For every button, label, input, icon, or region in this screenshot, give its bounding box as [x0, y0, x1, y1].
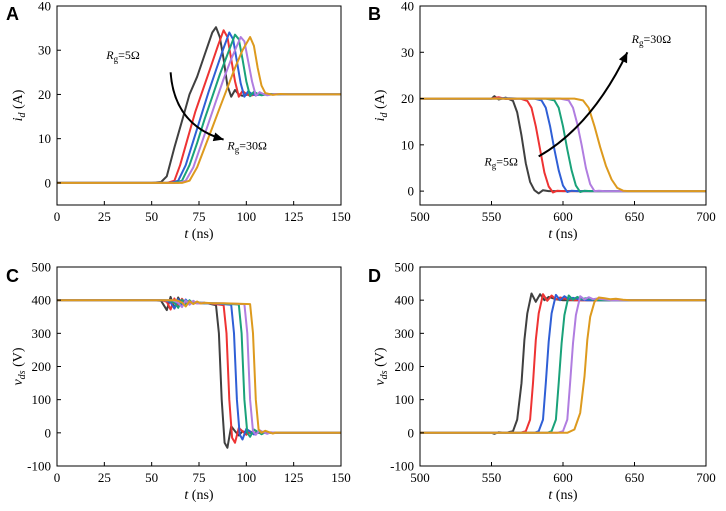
y-tick-label: 400 [32, 293, 52, 308]
x-tick-label: 50 [145, 209, 158, 224]
x-tick-label: 650 [625, 209, 645, 224]
annotation-arrow [538, 51, 629, 158]
panel-a: A 0 25 50 75 100 125 150 0 10 20 30 40 t (ns) id (A) Rg… [6, 0, 351, 242]
x-tick-label: 75 [193, 209, 206, 224]
series-line-2 [420, 96, 706, 194]
x-tick-label: 125 [284, 470, 304, 485]
x-tick-label: 50 [145, 470, 158, 485]
plot-frame [56, 5, 342, 206]
y-tick-label: 20 [38, 87, 51, 102]
series-line-1 [420, 95, 706, 195]
series-line-2 [420, 293, 706, 434]
annotation-arrowhead [618, 52, 628, 64]
x-tick-label: 100 [237, 470, 257, 485]
x-tick-label: 25 [98, 209, 111, 224]
y-axis-label: id (A) [373, 89, 390, 121]
panel-letter: B [368, 4, 381, 24]
series-line-5 [420, 295, 706, 434]
x-tick-label: 600 [553, 209, 573, 224]
x-tick-label: 100 [237, 209, 257, 224]
series-line-4 [57, 298, 341, 438]
series-line-6 [420, 296, 706, 434]
y-tick-label: 40 [38, 0, 51, 14]
series-line-3 [420, 293, 706, 434]
y-axis-label: vds (V) [11, 347, 28, 385]
series-group [57, 26, 341, 184]
y-tick-label: 200 [32, 359, 52, 374]
series-line-3 [420, 97, 706, 193]
annotation-arrowhead [212, 132, 224, 142]
x-tick-label: 550 [482, 470, 502, 485]
annotation-end-label: Rg=30Ω [631, 32, 672, 48]
y-tick-label: 0 [45, 175, 52, 190]
x-tick-label: 650 [625, 470, 645, 485]
panel-letter: C [6, 266, 19, 286]
y-axis-label: id (A) [11, 89, 28, 121]
y-tick-label: 20 [401, 91, 414, 106]
x-tick-label: 700 [696, 470, 716, 485]
y-tick-label: 30 [401, 45, 414, 60]
y-tick-label: 10 [401, 137, 414, 152]
x-tick-label: 0 [54, 470, 61, 485]
series-line-3 [57, 298, 341, 441]
series-line-4 [420, 97, 706, 193]
x-axis-label: t (ns) [184, 488, 214, 503]
series-line-6 [420, 97, 706, 193]
x-axis-label: t (ns) [548, 227, 578, 242]
x-tick-label: 700 [696, 209, 716, 224]
x-tick-label: 0 [54, 209, 61, 224]
panel-letter: A [6, 4, 19, 24]
y-tick-label: -100 [390, 459, 414, 474]
x-tick-label: 500 [410, 470, 430, 485]
y-axis-label: vds (V) [373, 347, 390, 385]
series-line-1 [420, 292, 706, 435]
x-axis-label: t (ns) [548, 488, 578, 503]
y-tick-label: 100 [32, 392, 52, 407]
panel-letter: D [368, 266, 381, 286]
series-line-6 [57, 36, 341, 184]
x-tick-label: 25 [98, 470, 111, 485]
series-line-2 [57, 297, 341, 444]
series-group [57, 295, 341, 449]
series-group [420, 95, 706, 195]
x-tick-label: 600 [553, 470, 573, 485]
series-line-5 [57, 299, 341, 436]
y-tick-label: 500 [395, 260, 415, 275]
y-tick-label: 300 [395, 326, 415, 341]
y-tick-label: 500 [32, 260, 52, 275]
series-line-1 [57, 26, 341, 184]
annotation-start-label: Rg=5Ω [105, 48, 140, 64]
series-line-6 [57, 299, 341, 435]
series-line-4 [420, 294, 706, 434]
x-axis-label: t (ns) [184, 227, 214, 242]
y-tick-label: 0 [408, 184, 415, 199]
panel-d: D 500 550 600 650 700 -100 0 100 200 300 400 500 t (n… [368, 260, 716, 504]
annotation-start-label: Rg=5Ω [483, 155, 518, 171]
annotation-end-label: Rg=30Ω [226, 139, 267, 155]
x-tick-label: 150 [331, 209, 351, 224]
y-tick-label: 400 [395, 293, 415, 308]
y-tick-label: -100 [27, 459, 51, 474]
y-tick-label: 0 [45, 425, 52, 440]
y-tick-label: 200 [395, 359, 415, 374]
x-tick-label: 125 [284, 209, 304, 224]
y-tick-label: 30 [38, 43, 51, 58]
panel-b: B 500 550 600 650 700 0 10 20 30 40 t (ns) id (A) Rg=… [368, 0, 716, 242]
series-line-1 [57, 295, 341, 449]
x-tick-label: 150 [331, 470, 351, 485]
x-tick-label: 500 [410, 209, 430, 224]
series-line-5 [420, 97, 706, 193]
y-tick-label: 10 [38, 131, 51, 146]
y-tick-label: 100 [395, 392, 415, 407]
x-tick-label: 550 [482, 209, 502, 224]
y-tick-label: 300 [32, 326, 52, 341]
plot-frame [56, 266, 342, 467]
x-tick-label: 75 [193, 470, 206, 485]
series-group [420, 292, 706, 435]
y-tick-label: 0 [408, 425, 415, 440]
y-tick-label: 40 [401, 0, 414, 14]
